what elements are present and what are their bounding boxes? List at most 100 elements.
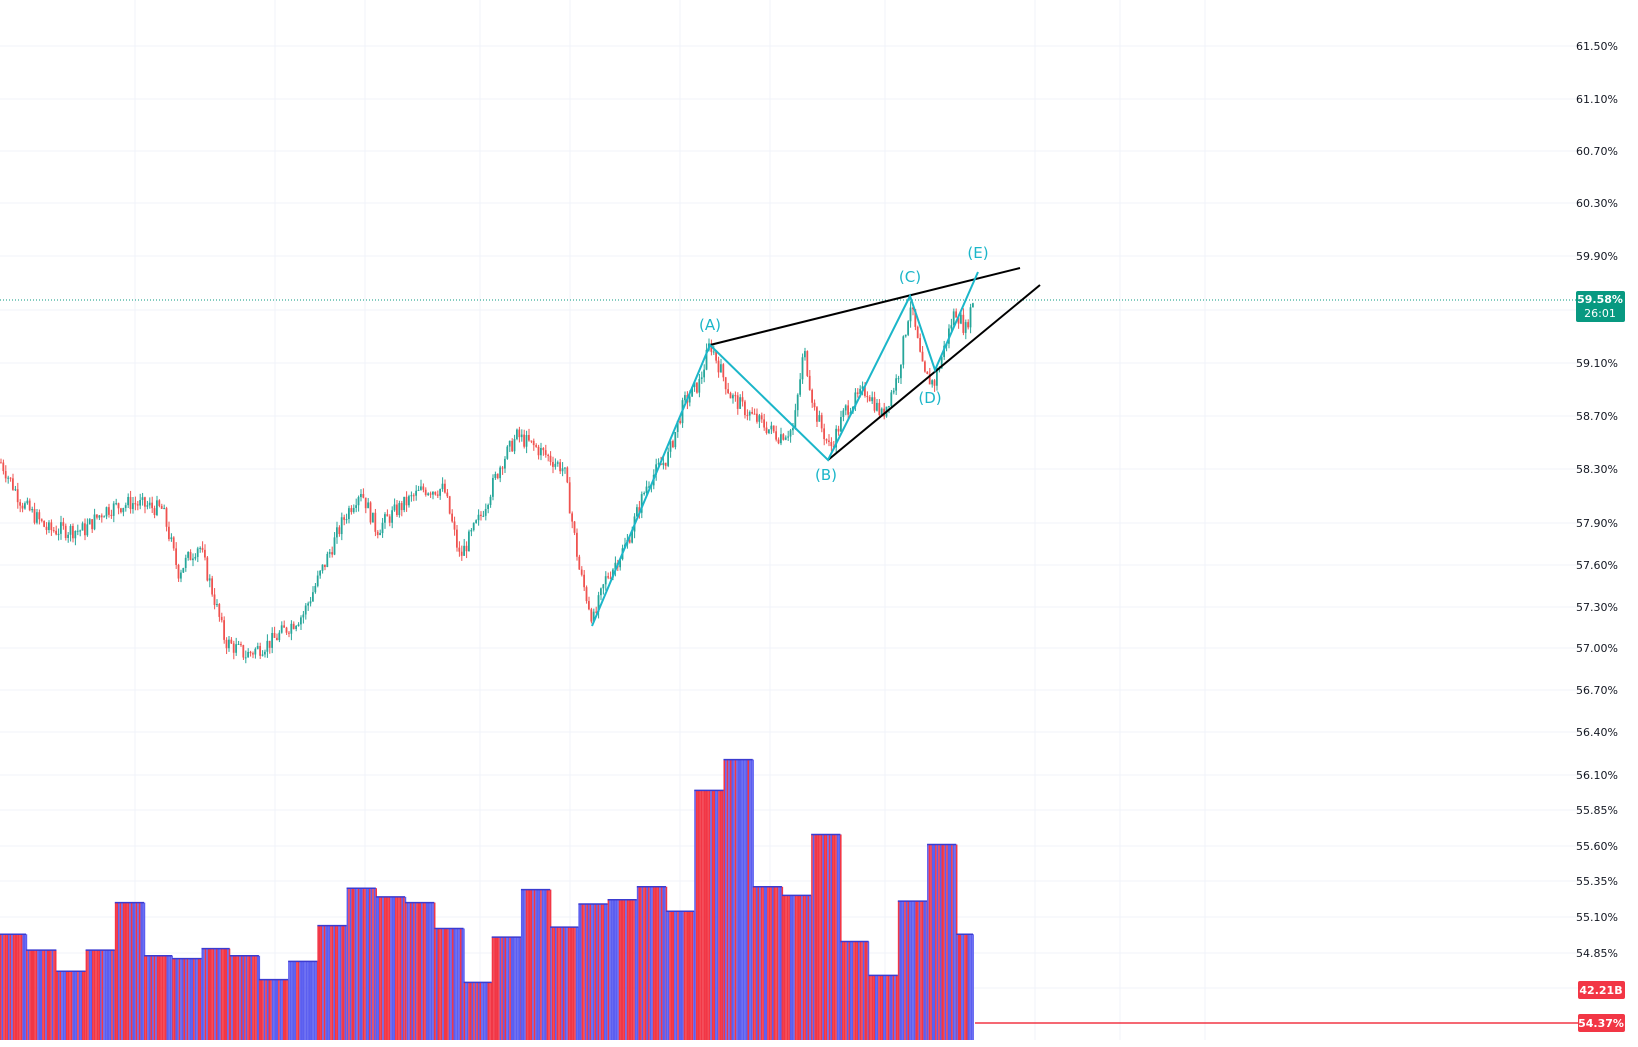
candle-body xyxy=(856,392,859,394)
candle-body xyxy=(57,533,60,535)
volume-bar xyxy=(583,904,585,1040)
volume-bar xyxy=(35,950,38,1040)
volume-bar xyxy=(614,899,616,1040)
volume-bar xyxy=(255,955,257,1040)
candle-body xyxy=(324,564,326,567)
candle-body xyxy=(542,448,545,451)
candle-body xyxy=(895,378,897,391)
candle-body xyxy=(216,604,218,606)
volume-bar xyxy=(685,911,687,1040)
candle-body xyxy=(237,643,240,645)
volume-bar xyxy=(69,971,71,1040)
candle-body xyxy=(573,521,576,533)
volume-bar xyxy=(16,934,18,1040)
volume-bar xyxy=(546,889,549,1040)
volume-bar xyxy=(417,902,420,1040)
candle-body xyxy=(820,415,823,429)
price-axis[interactable]: 61.50% 61.10% 60.70% 60.30% 59.90% 59.10% 58.7… xyxy=(1576,40,1618,960)
candle-body xyxy=(842,410,845,417)
volume-bar xyxy=(442,928,444,1040)
candle-body xyxy=(194,556,197,559)
candle-body xyxy=(117,503,120,509)
candle-body xyxy=(960,314,962,324)
volume-bar xyxy=(43,950,46,1040)
volume-bar xyxy=(440,928,443,1040)
volume-bar xyxy=(628,899,631,1040)
volume-bar xyxy=(946,844,948,1040)
volume-bar xyxy=(338,925,340,1040)
volume-bar xyxy=(450,928,452,1040)
volume-bar xyxy=(662,886,665,1040)
volume-bar xyxy=(144,955,146,1040)
candle-body xyxy=(753,413,756,415)
volume-bar xyxy=(252,955,254,1040)
candle-body xyxy=(333,537,336,555)
candle-body xyxy=(316,575,319,586)
volume-bar xyxy=(127,902,130,1040)
upper-trendline xyxy=(709,267,1021,346)
volume-bar xyxy=(620,899,623,1040)
volume-bar xyxy=(279,979,282,1040)
candle-body xyxy=(513,439,516,452)
volume-bar xyxy=(820,834,823,1040)
volume-bar xyxy=(364,888,366,1040)
volume-bar xyxy=(365,888,368,1040)
candle-body xyxy=(787,436,789,438)
candle-body xyxy=(580,569,583,575)
volume-bar xyxy=(600,904,603,1040)
volume-bar xyxy=(528,889,531,1040)
volume-bar xyxy=(899,901,902,1040)
volume-bar xyxy=(711,790,714,1040)
volume-tag: 42.21B xyxy=(1578,981,1625,999)
candle-body xyxy=(772,425,775,432)
candle-body xyxy=(864,386,866,396)
volume-bar xyxy=(799,895,802,1040)
volume-bar xyxy=(910,901,913,1040)
volume-bar xyxy=(823,834,826,1040)
volume-axis-tick: 55.10% xyxy=(1576,911,1618,924)
volume-bar xyxy=(408,902,410,1040)
candle-body xyxy=(962,314,965,333)
volume-bar xyxy=(222,948,224,1040)
candle-body xyxy=(794,410,797,429)
volume-bar xyxy=(728,759,730,1040)
candle-body xyxy=(297,624,300,626)
candle-body xyxy=(736,395,739,409)
volume-bar xyxy=(817,834,820,1040)
volume-bar xyxy=(354,888,357,1040)
volume-bar xyxy=(763,886,766,1040)
candle-body xyxy=(547,454,549,456)
price-axis-tick: 60.70% xyxy=(1576,145,1618,158)
volume-bar xyxy=(559,927,562,1040)
volume-bar xyxy=(129,902,131,1040)
candle-body xyxy=(139,500,141,506)
volume-bar xyxy=(776,886,779,1040)
candle-body xyxy=(132,503,134,510)
volume-bar xyxy=(318,925,321,1040)
candle-body xyxy=(340,517,343,535)
volume-bar xyxy=(506,937,508,1040)
candle-body xyxy=(309,601,312,604)
volume-bar xyxy=(507,937,510,1040)
volume-bar xyxy=(612,899,615,1040)
candle-body xyxy=(9,477,12,479)
candle-body xyxy=(751,411,753,414)
volume-bar xyxy=(536,889,539,1040)
volume-bar xyxy=(682,911,684,1040)
candle-body xyxy=(619,559,621,568)
volume-bar xyxy=(667,911,670,1040)
candle-body xyxy=(679,420,681,424)
volume-bar xyxy=(646,886,649,1040)
candle-body xyxy=(645,486,648,494)
candle-body xyxy=(892,390,895,393)
candle-body xyxy=(110,514,113,516)
candle-body xyxy=(722,364,725,378)
price-axis-tick: 58.70% xyxy=(1576,410,1618,423)
volume-bar xyxy=(540,889,542,1040)
candle-body xyxy=(674,432,677,448)
red-line-tag: 54.37% xyxy=(1578,1014,1625,1032)
volume-bar xyxy=(330,925,332,1040)
candle-body xyxy=(921,351,924,362)
volume-bar xyxy=(247,955,249,1040)
candle-body xyxy=(148,502,151,506)
